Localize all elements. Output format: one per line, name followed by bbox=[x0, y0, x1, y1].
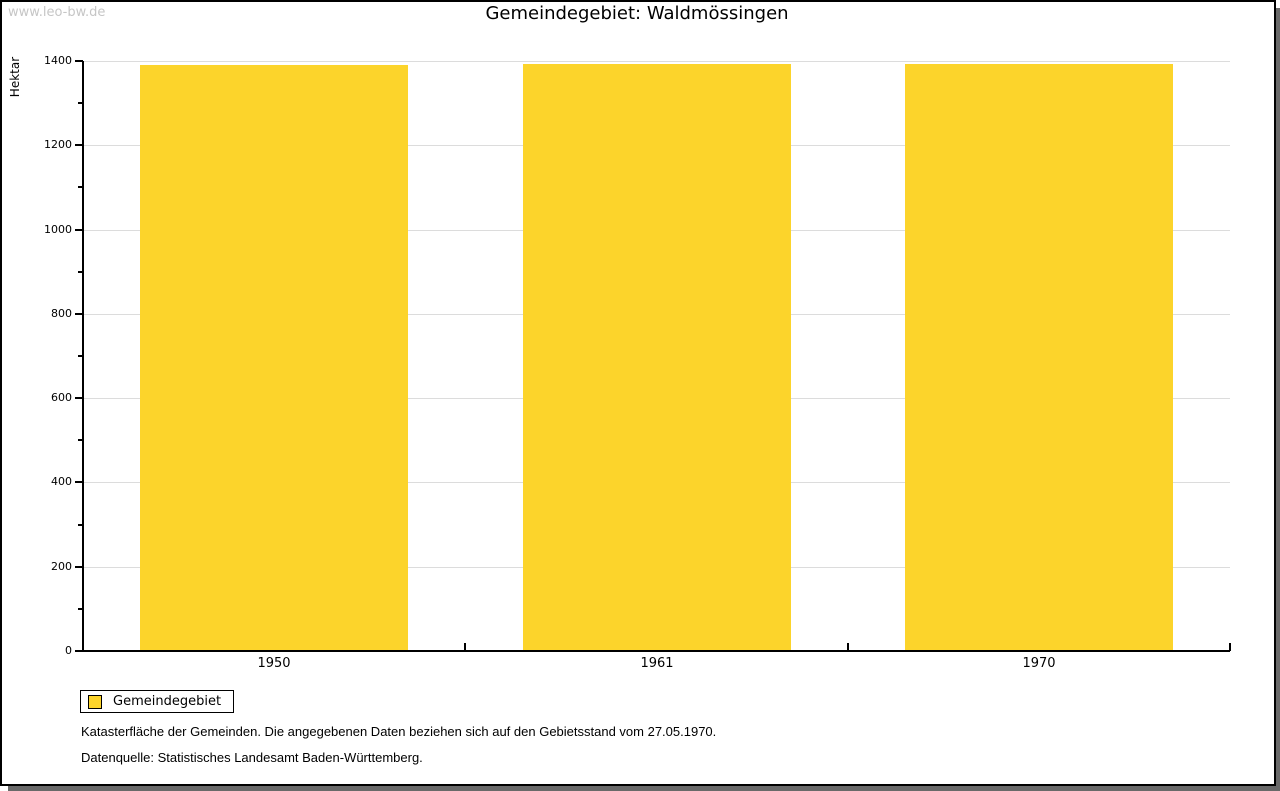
y-axis-line bbox=[82, 61, 84, 651]
y-major-tick-600 bbox=[75, 397, 83, 399]
chart-title: Gemeindegebiet: Waldmössingen bbox=[485, 3, 789, 24]
y-tick-label-800: 800 bbox=[51, 307, 72, 320]
x-tick-label-1950: 1950 bbox=[257, 656, 291, 671]
y-minor-tick-1100 bbox=[78, 186, 83, 188]
legend-swatch-icon bbox=[88, 694, 102, 709]
bar-1961 bbox=[523, 64, 791, 651]
y-minor-tick-900 bbox=[78, 271, 83, 273]
y-minor-tick-500 bbox=[78, 439, 83, 441]
y-tick-label-600: 600 bbox=[51, 391, 72, 404]
drop-shadow-bottom bbox=[8, 786, 1280, 791]
y-major-tick-1000 bbox=[75, 229, 83, 231]
footnote-line-2: Datenquelle: Statistisches Landesamt Bad… bbox=[81, 750, 423, 765]
x-tick-label-1961: 1961 bbox=[640, 656, 674, 671]
footnote-line-1: Katasterfläche der Gemeinden. Die angege… bbox=[81, 724, 717, 739]
watermark-text: www.leo-bw.de bbox=[8, 5, 106, 20]
x-boundary-tick-2 bbox=[847, 643, 849, 651]
y-major-tick-200 bbox=[75, 566, 83, 568]
y-minor-tick-700 bbox=[78, 355, 83, 357]
bar-1970 bbox=[905, 64, 1173, 651]
y-tick-label-200: 200 bbox=[51, 560, 72, 573]
x-boundary-tick-1 bbox=[464, 643, 466, 651]
y-tick-label-400: 400 bbox=[51, 475, 72, 488]
y-tick-label-1000: 1000 bbox=[44, 223, 72, 236]
y-minor-tick-1300 bbox=[78, 102, 83, 104]
y-tick-label-1200: 1200 bbox=[44, 138, 72, 151]
y-minor-tick-100 bbox=[78, 608, 83, 610]
y-major-tick-400 bbox=[75, 481, 83, 483]
y-tick-label-1400: 1400 bbox=[44, 54, 72, 67]
bar-1950 bbox=[140, 65, 408, 651]
x-boundary-tick-3 bbox=[1229, 643, 1231, 651]
legend-label: Gemeindegebiet bbox=[113, 694, 222, 709]
x-tick-label-1970: 1970 bbox=[1022, 656, 1056, 671]
y-minor-tick-300 bbox=[78, 524, 83, 526]
y-tick-label-0: 0 bbox=[65, 644, 72, 657]
legend: Gemeindegebiet bbox=[80, 690, 235, 713]
plot-area bbox=[75, 60, 1231, 652]
y-major-tick-0 bbox=[75, 650, 83, 652]
y-major-tick-1400 bbox=[75, 60, 83, 62]
x-axis-line bbox=[82, 650, 1230, 652]
drop-shadow-right bbox=[1276, 8, 1280, 791]
y-major-tick-1200 bbox=[75, 144, 83, 146]
gridline-y-1400 bbox=[83, 61, 1230, 62]
y-major-tick-800 bbox=[75, 313, 83, 315]
